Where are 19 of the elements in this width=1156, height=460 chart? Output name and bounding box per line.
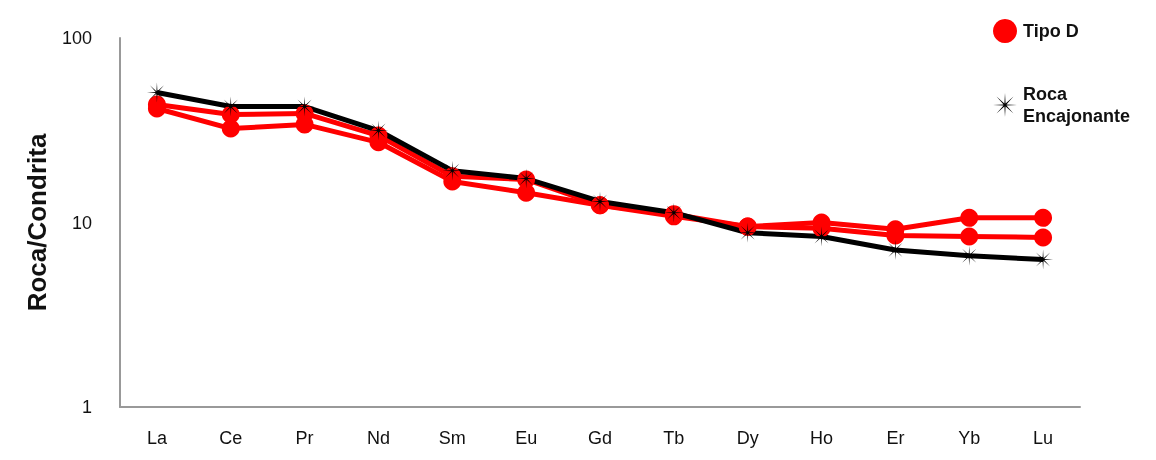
x-tick-label: Lu xyxy=(1033,428,1054,448)
x-tick-label: Gd xyxy=(587,428,613,448)
x-tick-label: Eu xyxy=(515,428,538,448)
legend-label: Tipo D xyxy=(1023,21,1079,41)
x-tick-label: Ho xyxy=(810,428,834,448)
x-tick-label: Dy xyxy=(736,428,759,448)
x-tick-label: Pr xyxy=(295,428,314,448)
x-tick-label: Ce xyxy=(219,428,243,448)
x-tick-label: Nd xyxy=(366,428,390,448)
y-tick-label: 1 xyxy=(81,397,92,417)
legend-label: Roca Encajonante xyxy=(1023,84,1131,126)
y-tick-label: 10 xyxy=(71,212,92,233)
x-tick-label: Sm xyxy=(438,428,466,448)
x-tick-label: Er xyxy=(886,428,905,448)
y-tick-label: 100 xyxy=(61,28,92,48)
x-tick-label: Tb xyxy=(663,428,685,448)
x-tick-label: La xyxy=(146,428,168,448)
y-axis-title: Roca/Condrita xyxy=(22,133,52,312)
x-tick-label: Yb xyxy=(958,428,981,448)
